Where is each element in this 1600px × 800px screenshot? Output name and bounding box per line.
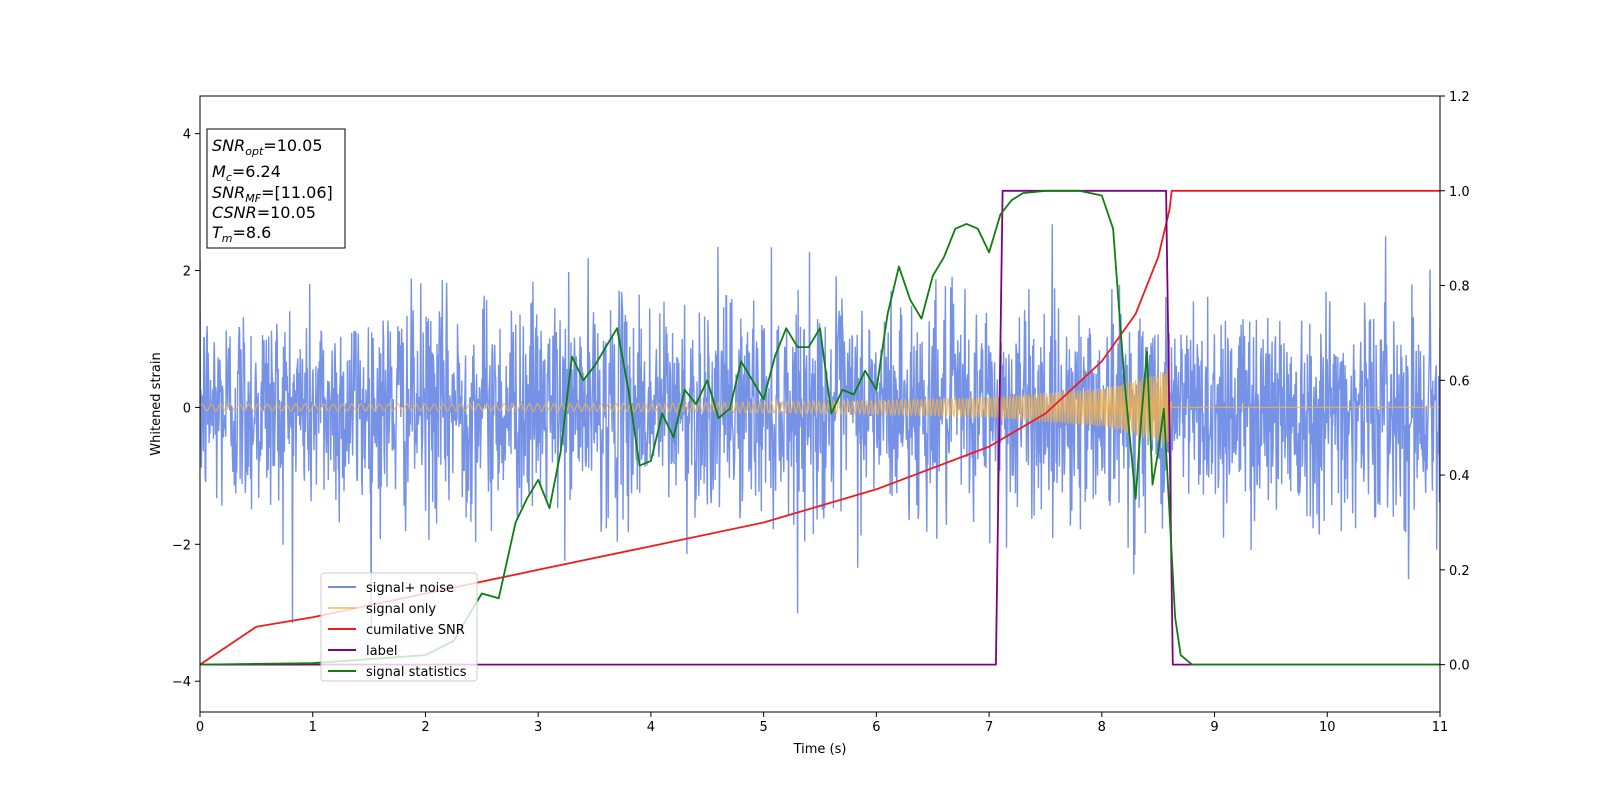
x-tick-label: 8 — [1098, 720, 1106, 735]
y-axis-ticks: −4 −2 0 2 4 — [172, 128, 200, 690]
x-tick-label: 7 — [985, 720, 993, 735]
y-tick-label: 0 — [183, 401, 191, 416]
annotation-box: SNRopt=10.05 Mc=6.24 SNRMF=[11.06] CSNR=… — [206, 128, 346, 249]
x-axis-label: Time (s) — [793, 742, 847, 757]
y2-tick-label: 0.2 — [1449, 564, 1470, 579]
x-tick-label: 11 — [1432, 720, 1449, 735]
x-tick-label: 6 — [872, 720, 880, 735]
legend-label: signal statistics — [366, 665, 467, 680]
y-tick-label: −4 — [172, 675, 191, 690]
legend: signal+ noise signal only cumilative SNR la… — [320, 572, 478, 682]
y2-tick-label: 0.8 — [1449, 280, 1470, 295]
series-signal-noise-line — [200, 224, 1440, 632]
x-tick-label: 0 — [196, 720, 204, 735]
x-tick-label: 3 — [534, 720, 542, 735]
legend-label: label — [366, 644, 397, 659]
y2-tick-label: 0.6 — [1449, 374, 1470, 389]
x-tick-label: 4 — [647, 720, 655, 735]
series-signal-only-line — [200, 366, 1440, 446]
y-tick-label: 4 — [183, 128, 191, 143]
legend-label: signal+ noise — [366, 581, 454, 596]
x-tick-label: 9 — [1210, 720, 1218, 735]
y-tick-label: 2 — [183, 265, 191, 280]
series-signal-statistics-line — [200, 189, 1440, 666]
x-tick-label: 1 — [309, 720, 317, 735]
legend-label: signal only — [366, 602, 436, 617]
y2-axis-ticks: 0.0 0.2 0.4 0.6 0.8 1.0 1.2 — [1440, 90, 1470, 674]
y-tick-label: −2 — [172, 538, 191, 553]
legend-label: cumilative SNR — [366, 623, 465, 638]
annotation-snr-opt: SNRopt=10.05 — [212, 136, 323, 158]
x-tick-label: 2 — [421, 720, 429, 735]
axes-frame — [199, 95, 1441, 713]
y2-tick-label: 1.2 — [1449, 90, 1470, 105]
y2-tick-label: 0.0 — [1449, 659, 1470, 674]
y-axis-label: Whitened strain — [149, 352, 164, 455]
annotation-csnr: CSNR=10.05 — [212, 203, 316, 222]
annotation-tm: Tm=8.6 — [212, 223, 271, 245]
annotation-mc: Mc=6.24 — [212, 162, 281, 184]
annotation-snr-mf: SNRMF=[11.06] — [212, 183, 333, 205]
x-axis-ticks: 0 1 2 3 4 5 6 7 8 9 10 11 — [196, 712, 1448, 735]
y2-tick-label: 0.4 — [1449, 469, 1470, 484]
y2-tick-label: 1.0 — [1449, 185, 1470, 200]
x-tick-label: 5 — [759, 720, 767, 735]
x-tick-label: 10 — [1319, 720, 1336, 735]
